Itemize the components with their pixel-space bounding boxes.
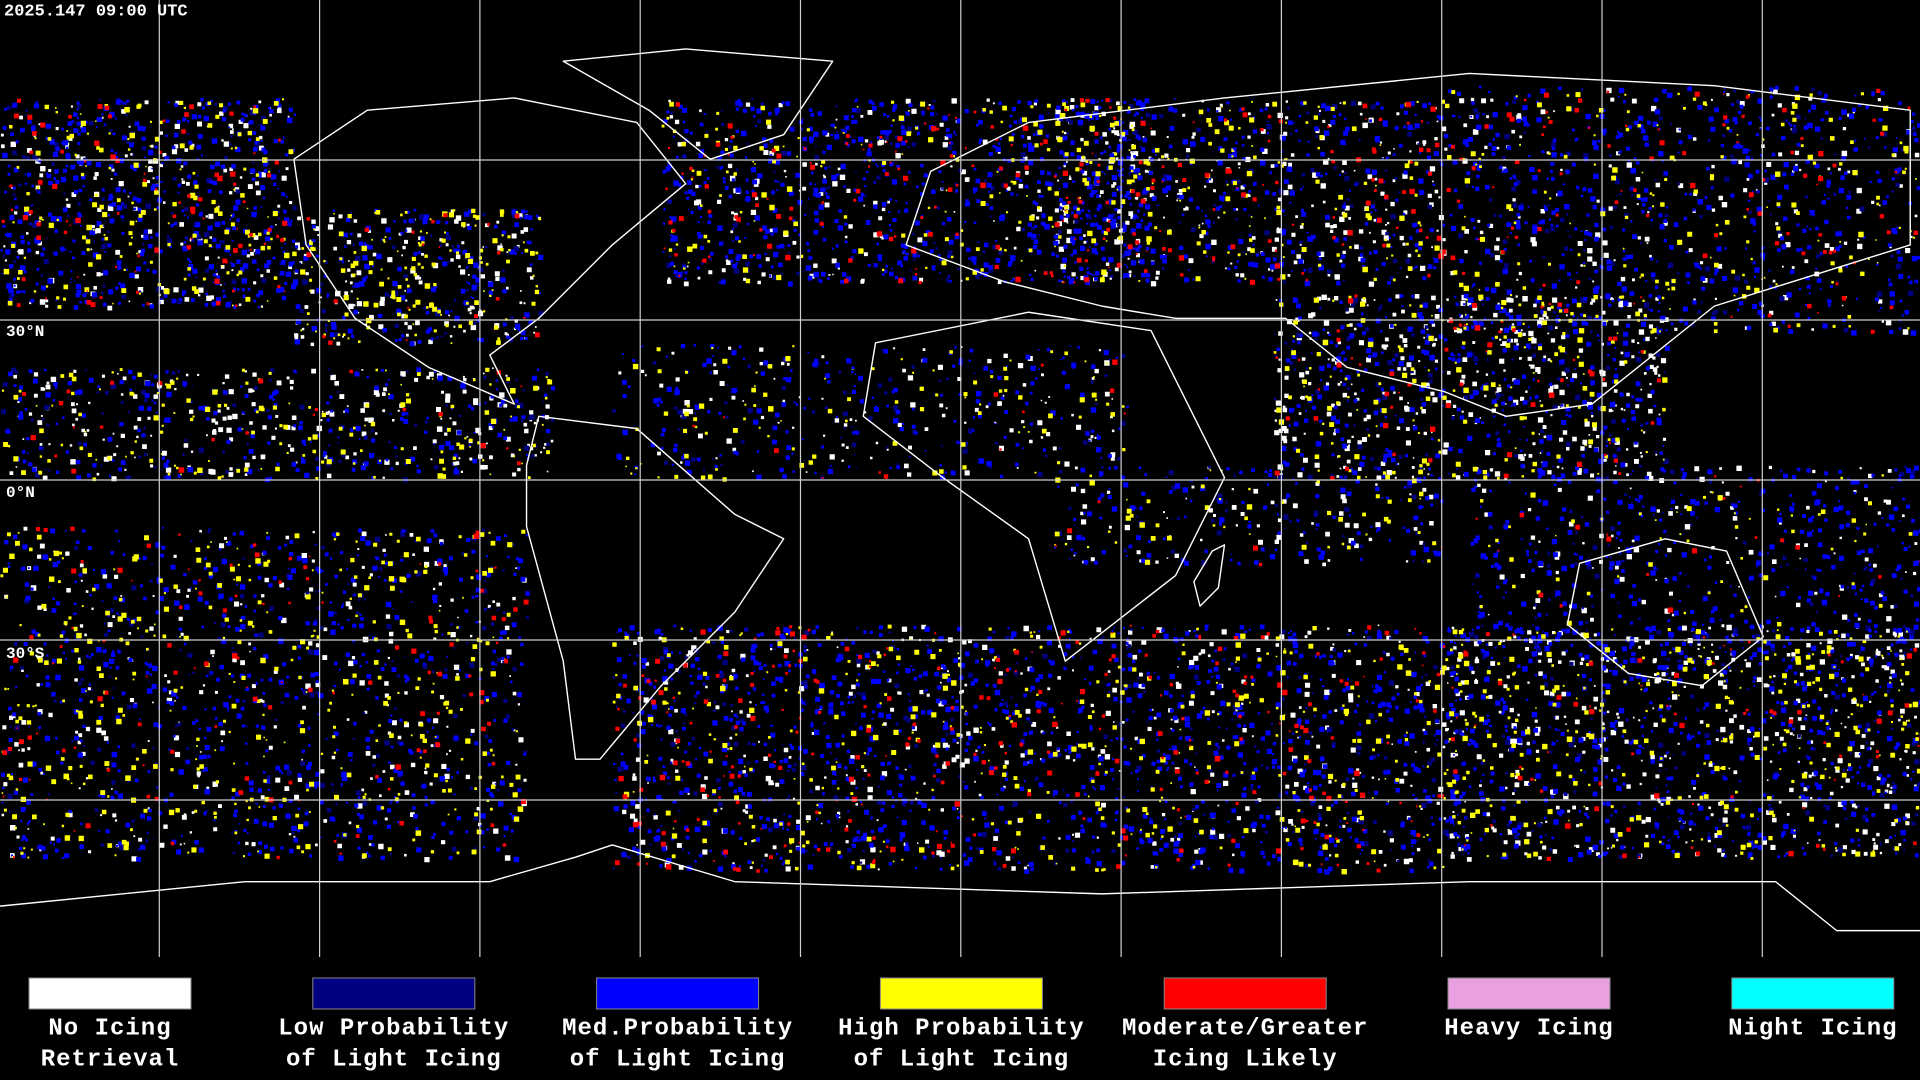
legend-swatch	[1163, 977, 1327, 1010]
legend-swatch	[312, 977, 476, 1010]
legend-swatch	[1447, 977, 1611, 1010]
south-america	[527, 416, 784, 759]
legend-label: High Probability	[838, 1015, 1084, 1042]
africa	[863, 312, 1224, 661]
legend-label: Heavy Icing	[1444, 1015, 1613, 1042]
legend-label: of Light Icing	[854, 1046, 1070, 1073]
legend-label: Icing Likely	[1153, 1046, 1338, 1073]
legend-swatch	[879, 977, 1043, 1010]
australia	[1567, 539, 1763, 686]
timestamp: 2025.147 09:00 UTC	[4, 2, 188, 21]
lat-label: 0°N	[6, 484, 35, 502]
graticule	[0, 0, 1920, 957]
legend: No Icing Retrieval Low Probability of Light…	[28, 977, 1897, 1073]
legend-label: of Light Icing	[286, 1046, 502, 1073]
coastlines	[0, 49, 1920, 931]
madagascar	[1194, 545, 1225, 606]
lat-label: 30°N	[6, 323, 44, 341]
north-america	[294, 98, 686, 404]
greenland	[563, 49, 832, 159]
legend-label: of Light Icing	[570, 1046, 786, 1073]
legend-swatch	[28, 977, 192, 1010]
eurasia	[906, 73, 1910, 416]
legend-swatch	[1731, 977, 1895, 1010]
antarctica	[0, 845, 1920, 931]
legend-swatch	[596, 977, 760, 1010]
legend-label: Retrieval	[41, 1046, 180, 1073]
legend-label: Night Icing	[1728, 1015, 1897, 1042]
legend-label: Low Probability	[278, 1015, 509, 1042]
legend-label: Med.Probability	[562, 1015, 793, 1042]
legend-label: No Icing	[48, 1015, 171, 1042]
legend-label: Moderate/Greater	[1122, 1015, 1368, 1042]
lat-label: 30°S	[6, 645, 45, 663]
